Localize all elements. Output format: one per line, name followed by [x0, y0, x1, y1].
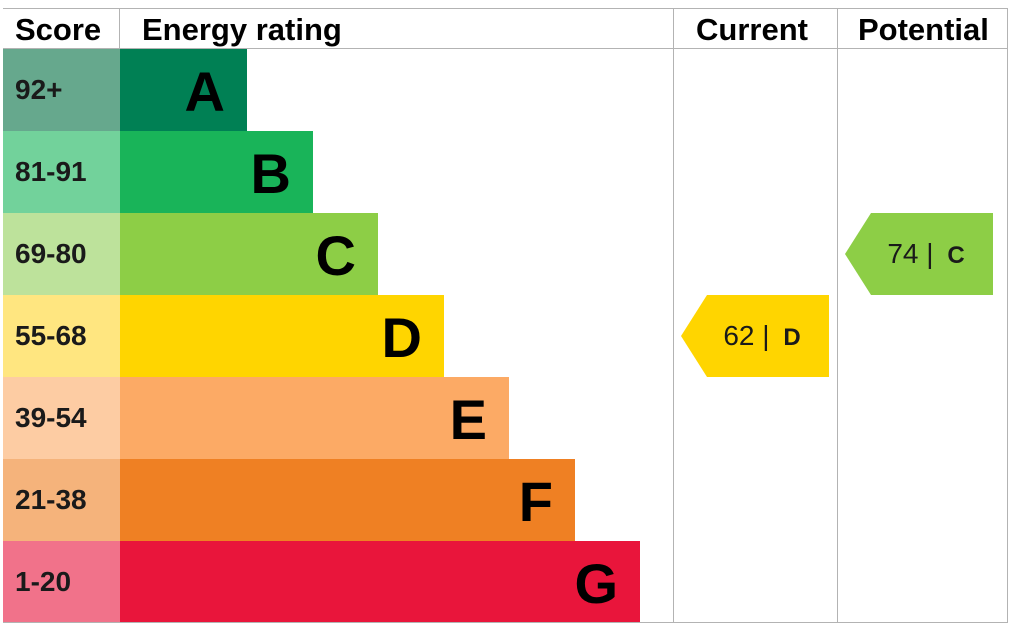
score-cell-g: 1-20 [3, 541, 120, 623]
score-range-label: 81-91 [15, 156, 87, 187]
score-range-label: 21-38 [15, 484, 87, 515]
score-range-label: 39-54 [15, 402, 87, 433]
rating-bar-e: E [120, 377, 509, 459]
energy-rating-header: Energy rating [142, 12, 342, 47]
rating-bar-c: C [120, 213, 378, 295]
potential-rating-arrow: 74 | C [845, 213, 993, 295]
score-cell-c: 69-80 [3, 213, 120, 295]
score-range-label: 92+ [15, 74, 63, 105]
potential-letter: C [947, 242, 965, 269]
current-arrow-shape [681, 295, 829, 377]
current-left-divider [673, 8, 674, 623]
score-range-label: 1-20 [15, 566, 72, 597]
current-letter: D [783, 324, 801, 351]
potential-arrow-shape [845, 213, 993, 295]
score-divider [119, 8, 120, 48]
current-rating-arrow: 62 | D [681, 295, 829, 377]
score-cell-d: 55-68 [3, 295, 120, 377]
current-separator: | [762, 320, 770, 351]
rating-letter: G [574, 552, 618, 615]
rating-letter: A [184, 60, 225, 123]
rating-bar-a: A [120, 49, 247, 131]
potential-separator: | [926, 238, 934, 269]
score-cell-a: 92+ [3, 49, 120, 131]
bottom-border [3, 622, 1008, 623]
rating-bar-f: F [120, 459, 575, 541]
header-divider [3, 48, 1008, 49]
rating-bar-g: G [120, 541, 640, 623]
potential-value: 74 [887, 238, 919, 269]
current-right-divider [837, 8, 838, 623]
score-cell-f: 21-38 [3, 459, 120, 541]
score-range-label: 55-68 [15, 320, 87, 351]
score-cell-b: 81-91 [3, 131, 120, 213]
score-cell-e: 39-54 [3, 377, 120, 459]
score-range-label: 69-80 [15, 238, 87, 269]
rating-letter: F [518, 470, 553, 533]
current-header: Current [696, 12, 808, 47]
score-header: Score [15, 12, 102, 47]
rating-letter: E [449, 388, 487, 451]
potential-header: Potential [858, 12, 989, 47]
rating-letter: C [315, 224, 356, 287]
rating-letter: B [250, 142, 291, 205]
current-value: 62 [723, 320, 755, 351]
rating-bar-b: B [120, 131, 313, 213]
rating-letter: D [381, 306, 422, 369]
top-border [3, 8, 1008, 9]
rating-bar-d: D [120, 295, 444, 377]
potential-right-divider [1007, 8, 1008, 623]
